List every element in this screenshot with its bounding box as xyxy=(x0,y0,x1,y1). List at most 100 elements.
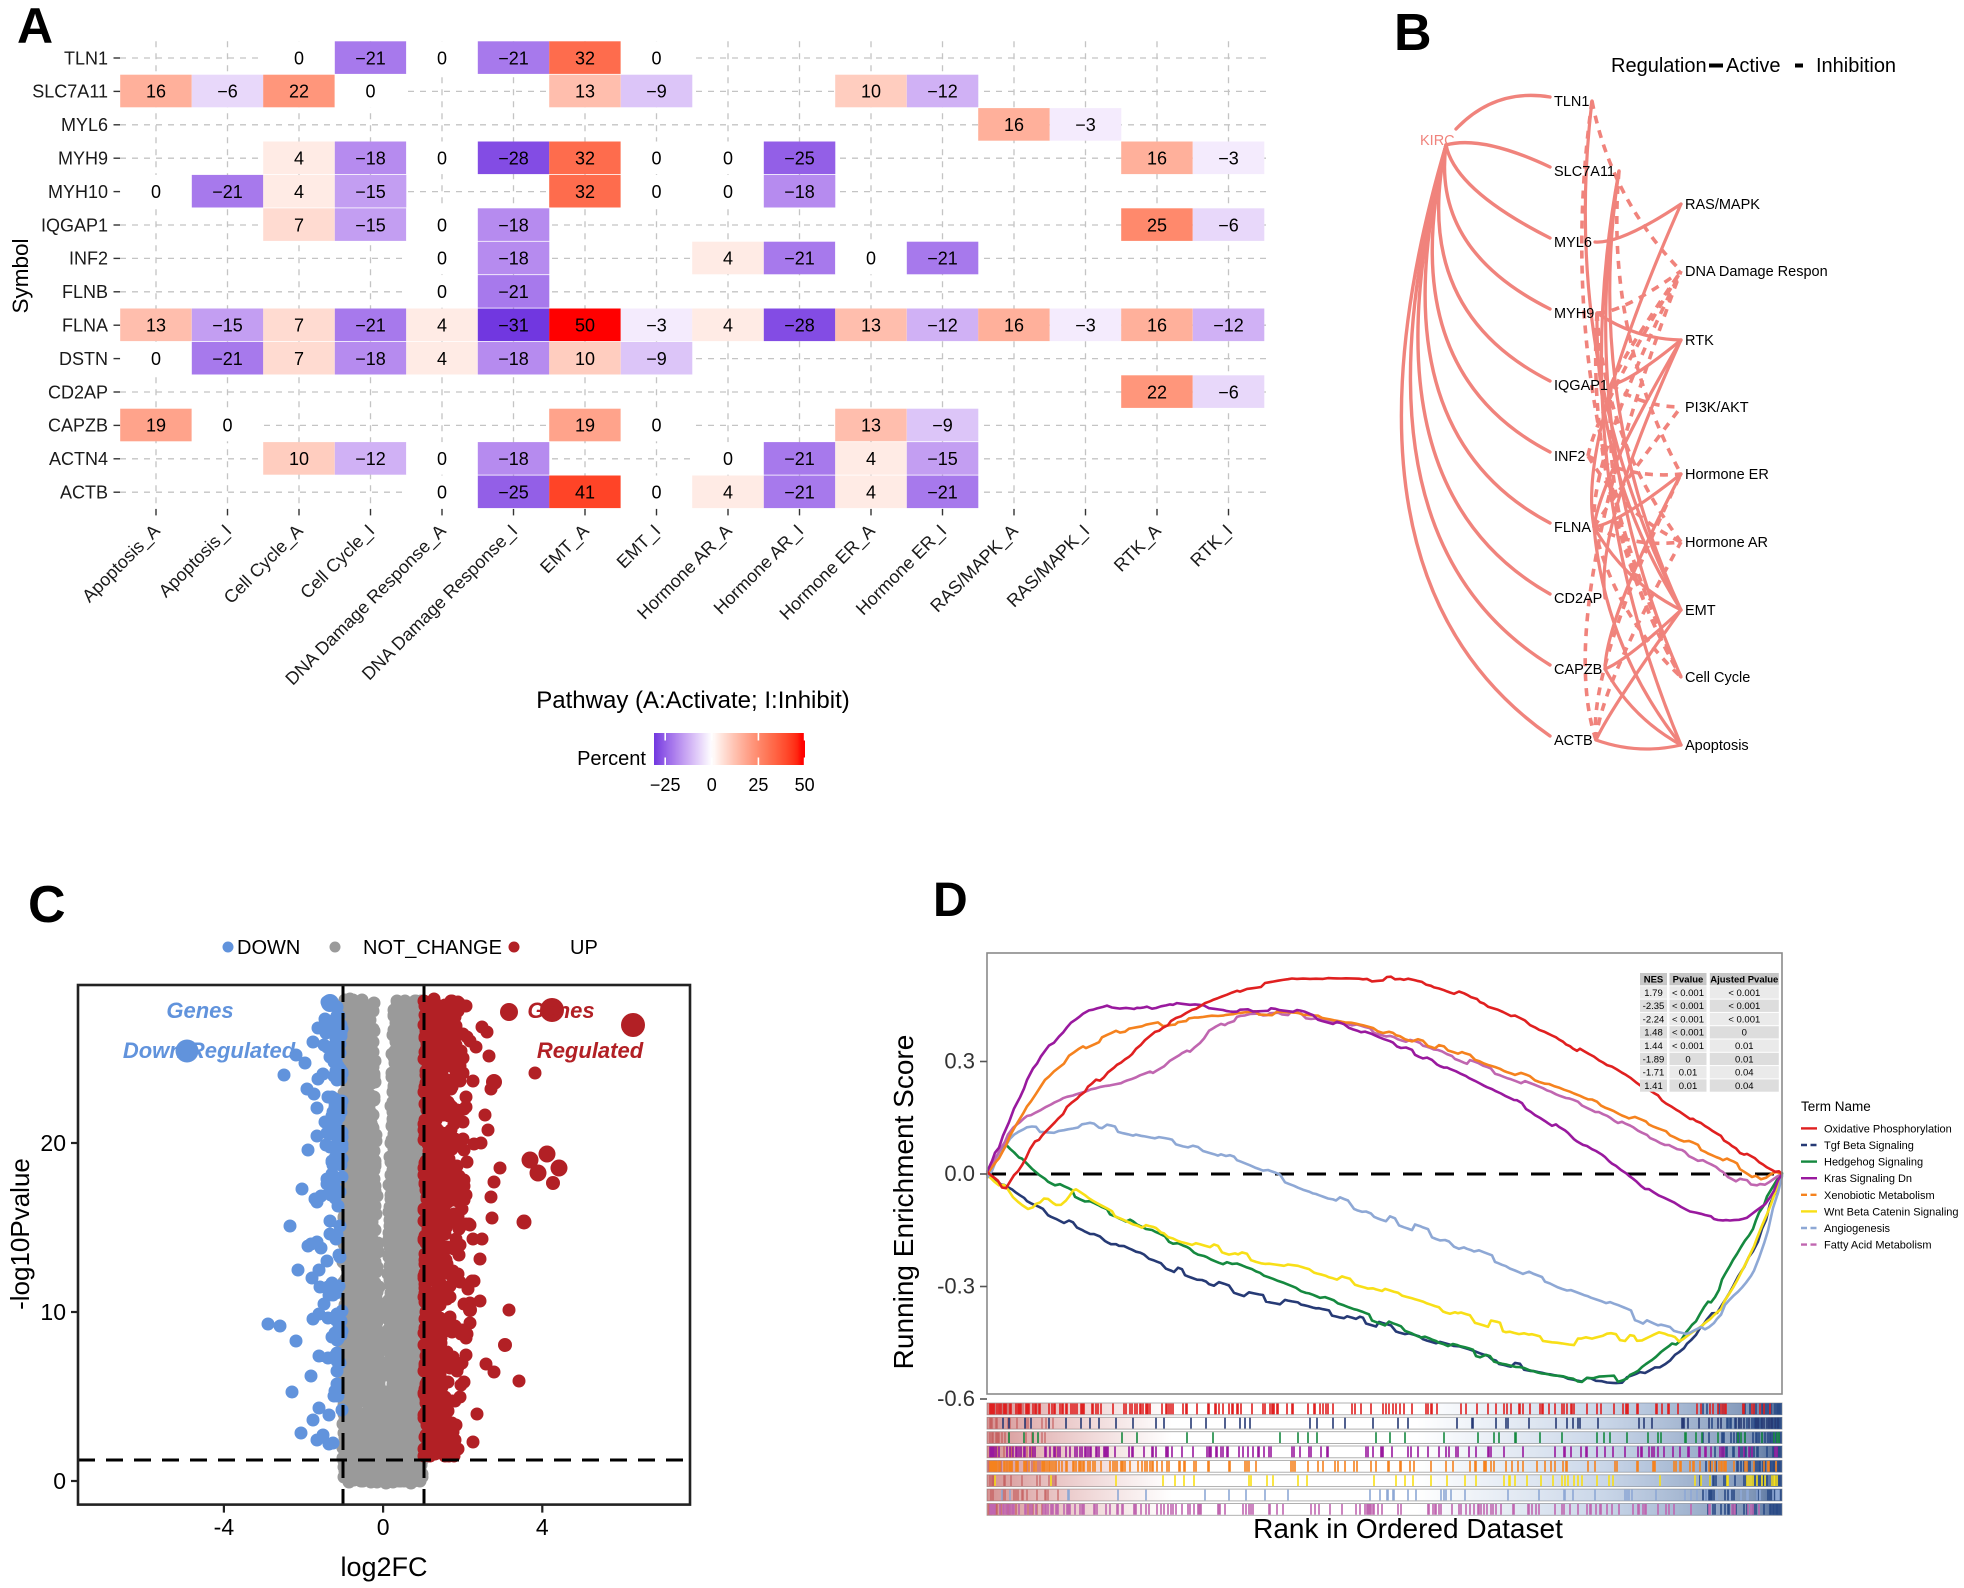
svg-text:0.0: 0.0 xyxy=(944,1161,975,1186)
svg-text:D: D xyxy=(933,874,968,927)
svg-text:−6: −6 xyxy=(1218,382,1239,402)
svg-text:50: 50 xyxy=(795,775,815,795)
svg-text:−21: −21 xyxy=(927,249,958,269)
svg-text:Tgf Beta Signaling: Tgf Beta Signaling xyxy=(1824,1140,1914,1152)
svg-text:< 0.001: < 0.001 xyxy=(1672,1041,1704,1052)
svg-text:CD2AP: CD2AP xyxy=(48,382,108,402)
svg-text:16: 16 xyxy=(1004,115,1024,135)
svg-text:−12: −12 xyxy=(927,82,958,102)
svg-text:−21: −21 xyxy=(355,48,386,68)
svg-text:NOT_CHANGE: NOT_CHANGE xyxy=(363,937,502,959)
svg-text:0: 0 xyxy=(151,349,161,369)
svg-text:< 0.001: < 0.001 xyxy=(1672,1001,1704,1012)
svg-text:−9: −9 xyxy=(932,416,953,436)
svg-text:0: 0 xyxy=(377,1514,390,1540)
svg-text:MYH9: MYH9 xyxy=(1554,306,1594,322)
svg-text:ACTB: ACTB xyxy=(60,483,108,503)
svg-text:INF2: INF2 xyxy=(1554,449,1585,465)
svg-text:C: C xyxy=(28,876,66,934)
svg-text:−18: −18 xyxy=(355,349,386,369)
svg-text:0: 0 xyxy=(222,416,232,436)
svg-text:16: 16 xyxy=(1147,316,1167,336)
svg-text:25: 25 xyxy=(1147,215,1167,235)
svg-text:1.48: 1.48 xyxy=(1644,1028,1663,1039)
svg-text:Term Name: Term Name xyxy=(1801,1099,1871,1114)
svg-text:Pvalue: Pvalue xyxy=(1673,975,1704,986)
svg-text:Cell Cycle: Cell Cycle xyxy=(1685,670,1750,686)
svg-text:Regulated: Regulated xyxy=(537,1038,644,1063)
svg-text:Oxidative Phosphorylation: Oxidative Phosphorylation xyxy=(1824,1123,1952,1135)
svg-text:MYL6: MYL6 xyxy=(61,115,108,135)
svg-text:−15: −15 xyxy=(355,182,386,202)
svg-text:−21: −21 xyxy=(498,282,529,302)
svg-text:−25: −25 xyxy=(498,483,529,503)
svg-text:Fatty Acid Metabolism: Fatty Acid Metabolism xyxy=(1824,1240,1932,1252)
svg-text:−18: −18 xyxy=(498,449,529,469)
svg-text:4: 4 xyxy=(294,182,304,202)
svg-text:RAS/MAPK: RAS/MAPK xyxy=(1685,197,1760,213)
svg-text:Apoptosis: Apoptosis xyxy=(1685,738,1749,754)
svg-text:0: 0 xyxy=(723,149,733,169)
svg-text:−15: −15 xyxy=(212,316,243,336)
svg-text:-0.6: -0.6 xyxy=(937,1386,975,1411)
svg-text:RTK: RTK xyxy=(1685,333,1714,349)
svg-text:B: B xyxy=(1394,4,1432,62)
svg-text:0: 0 xyxy=(866,249,876,269)
svg-text:Kras Signaling Dn: Kras Signaling Dn xyxy=(1824,1173,1912,1185)
svg-text:EMT: EMT xyxy=(1685,603,1716,619)
svg-text:Genes: Genes xyxy=(166,998,233,1023)
svg-text:−18: −18 xyxy=(784,182,815,202)
svg-text:32: 32 xyxy=(575,149,595,169)
svg-text:Rank in Ordered Dataset: Rank in Ordered Dataset xyxy=(1253,1513,1563,1544)
svg-text:DSTN: DSTN xyxy=(59,349,108,369)
svg-text:-2.24: -2.24 xyxy=(1643,1014,1665,1025)
svg-text:−3: −3 xyxy=(1075,316,1096,336)
svg-text:0: 0 xyxy=(437,249,447,269)
svg-text:MYH9: MYH9 xyxy=(58,149,108,169)
svg-text:< 0.001: < 0.001 xyxy=(1728,988,1760,999)
svg-text:0.01: 0.01 xyxy=(1735,1041,1754,1052)
svg-text:0: 0 xyxy=(723,182,733,202)
svg-text:22: 22 xyxy=(289,82,309,102)
svg-text:0.3: 0.3 xyxy=(944,1049,975,1074)
svg-text:FLNA: FLNA xyxy=(1554,520,1591,536)
svg-text:INF2: INF2 xyxy=(69,249,108,269)
svg-text:MYH10: MYH10 xyxy=(48,182,108,202)
svg-text:MYL6: MYL6 xyxy=(1554,235,1592,251)
svg-text:Genes: Genes xyxy=(527,998,594,1023)
svg-text:32: 32 xyxy=(575,48,595,68)
svg-text:Hormone AR: Hormone AR xyxy=(1685,535,1768,551)
svg-text:< 0.001: < 0.001 xyxy=(1672,1014,1704,1025)
svg-text:IQGAP1: IQGAP1 xyxy=(1554,378,1608,394)
svg-text:0: 0 xyxy=(294,48,304,68)
svg-text:0: 0 xyxy=(651,182,661,202)
svg-text:0: 0 xyxy=(437,282,447,302)
svg-text:−3: −3 xyxy=(1218,149,1239,169)
svg-text:10: 10 xyxy=(575,349,595,369)
svg-text:−21: −21 xyxy=(784,449,815,469)
svg-text:0: 0 xyxy=(723,449,733,469)
svg-text:−21: −21 xyxy=(784,483,815,503)
svg-text:0: 0 xyxy=(437,215,447,235)
svg-text:4: 4 xyxy=(723,249,733,269)
svg-text:−18: −18 xyxy=(498,249,529,269)
svg-text:7: 7 xyxy=(294,215,304,235)
svg-text:−21: −21 xyxy=(212,182,243,202)
svg-text:FLNB: FLNB xyxy=(62,282,108,302)
svg-text:−9: −9 xyxy=(646,82,667,102)
svg-text:Angiogenesis: Angiogenesis xyxy=(1824,1223,1891,1235)
svg-text:0: 0 xyxy=(437,48,447,68)
svg-text:0: 0 xyxy=(651,416,661,436)
svg-text:IQGAP1: IQGAP1 xyxy=(41,215,108,235)
svg-text:Down Regulated: Down Regulated xyxy=(123,1038,296,1063)
svg-text:−18: −18 xyxy=(355,149,386,169)
svg-text:< 0.001: < 0.001 xyxy=(1672,1028,1704,1039)
svg-text:−6: −6 xyxy=(217,82,238,102)
svg-text:19: 19 xyxy=(146,416,166,436)
svg-text:−25: −25 xyxy=(784,149,815,169)
svg-text:0: 0 xyxy=(1685,1054,1690,1065)
svg-text:4: 4 xyxy=(723,483,733,503)
svg-text:32: 32 xyxy=(575,182,595,202)
svg-text:−9: −9 xyxy=(646,349,667,369)
svg-text:0: 0 xyxy=(151,182,161,202)
